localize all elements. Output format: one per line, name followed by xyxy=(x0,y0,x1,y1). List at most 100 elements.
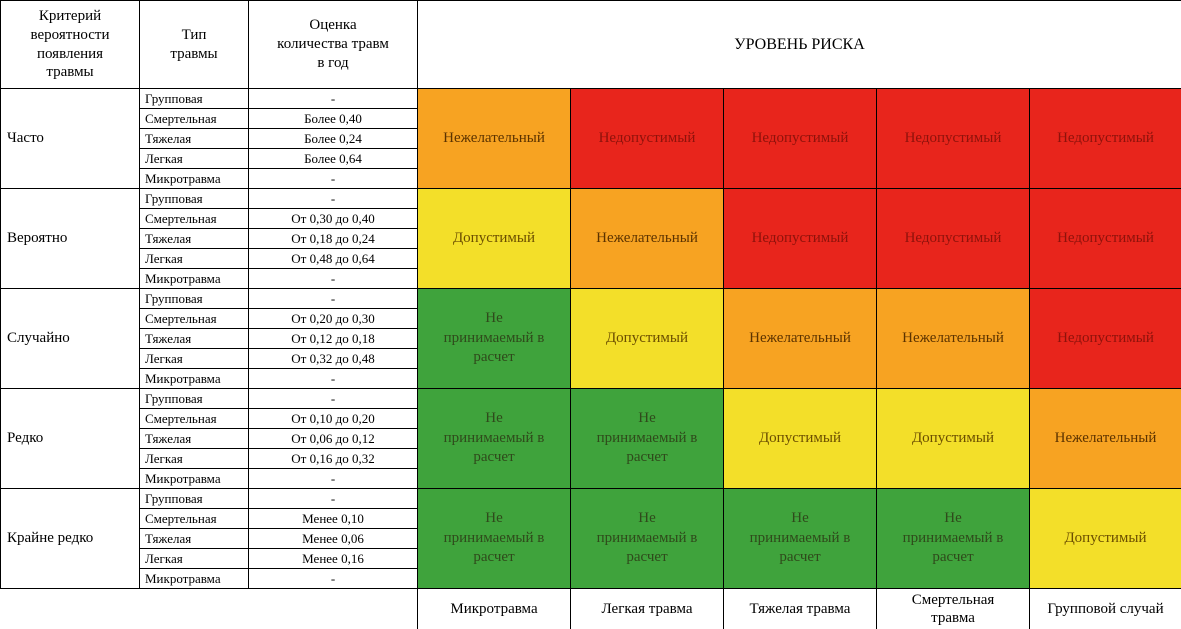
risk-cell-3-1: Не принимаемый в расчет xyxy=(417,288,571,389)
criterion-cell-2: Вероятно xyxy=(0,188,140,289)
injury-type-cell-3-4: Легкая xyxy=(139,348,249,369)
injury-row-5-3: Тяжелая Менее 0,06 xyxy=(1,528,1181,549)
header-criterion: Критерий вероятности появления травмы xyxy=(0,0,140,89)
estimate-cell-5-2: Менее 0,10 xyxy=(248,508,418,529)
injury-type-cell-2-3: Тяжелая xyxy=(139,228,249,249)
injury-row-3-5: Микротравма - xyxy=(1,368,1181,389)
estimate-cell-3-3: От 0,12 до 0,18 xyxy=(248,328,418,349)
injury-type-cell-1-2: Смертельная xyxy=(139,108,249,129)
footer-filler xyxy=(0,588,418,629)
injury-row-2-3: Тяжелая От 0,18 до 0,24 xyxy=(1,228,1181,249)
risk-cell-2-2: Нежелательный xyxy=(570,188,724,289)
estimate-cell-4-3: От 0,06 до 0,12 xyxy=(248,428,418,449)
estimate-cell-2-5: - xyxy=(248,268,418,289)
risk-cell-3-4: Нежелательный xyxy=(876,288,1030,389)
estimate-cell-2-1: - xyxy=(248,188,418,209)
injury-row-1-2: Смертельная Более 0,40 xyxy=(1,108,1181,129)
risk-cell-5-4: Не принимаемый в расчет xyxy=(876,488,1030,589)
header-injury-type: Тип травмы xyxy=(139,0,249,89)
risk-cell-5-3: Не принимаемый в расчет xyxy=(723,488,877,589)
estimate-cell-4-5: - xyxy=(248,468,418,489)
estimate-cell-1-2: Более 0,40 xyxy=(248,108,418,129)
risk-cell-3-3: Нежелательный xyxy=(723,288,877,389)
estimate-cell-3-4: От 0,32 до 0,48 xyxy=(248,348,418,369)
estimate-cell-2-2: От 0,30 до 0,40 xyxy=(248,208,418,229)
risk-cell-1-2: Недопустимый xyxy=(570,88,724,189)
estimate-cell-4-4: От 0,16 до 0,32 xyxy=(248,448,418,469)
risk-cell-4-3: Допустимый xyxy=(723,388,877,489)
injury-type-cell-1-4: Легкая xyxy=(139,148,249,169)
risk-cell-2-4: Недопустимый xyxy=(876,188,1030,289)
injury-type-cell-1-3: Тяжелая xyxy=(139,128,249,149)
injury-row-5-5: Микротравма - xyxy=(1,568,1181,589)
injury-type-cell-4-4: Легкая xyxy=(139,448,249,469)
injury-row-4-1: Редко Групповая - Не принимаемый в расчет Не… xyxy=(0,388,1181,489)
risk-cell-1-3: Недопустимый xyxy=(723,88,877,189)
injury-row-3-3: Тяжелая От 0,12 до 0,18 xyxy=(1,328,1181,349)
column-label-3: Тяжелая травма xyxy=(723,588,877,629)
injury-row-1-3: Тяжелая Более 0,24 xyxy=(1,128,1181,149)
estimate-cell-2-4: От 0,48 до 0,64 xyxy=(248,248,418,269)
risk-cell-1-5: Недопустимый xyxy=(1029,88,1181,189)
estimate-cell-5-3: Менее 0,06 xyxy=(248,528,418,549)
injury-row-5-4: Легкая Менее 0,16 xyxy=(1,548,1181,569)
risk-cell-2-1: Допустимый xyxy=(417,188,571,289)
injury-type-cell-4-1: Групповая xyxy=(139,388,249,409)
risk-cell-4-2: Не принимаемый в расчет xyxy=(570,388,724,489)
estimate-cell-1-5: - xyxy=(248,168,418,189)
injury-type-cell-3-5: Микротравма xyxy=(139,368,249,389)
injury-type-cell-3-1: Групповая xyxy=(139,288,249,309)
injury-type-cell-2-5: Микротравма xyxy=(139,268,249,289)
column-label-5: Групповой случай xyxy=(1029,588,1181,629)
estimate-cell-1-3: Более 0,24 xyxy=(248,128,418,149)
estimate-cell-3-5: - xyxy=(248,368,418,389)
injury-type-cell-5-2: Смертельная xyxy=(139,508,249,529)
injury-row-5-1: Крайне редко Групповая - Не принимаемый в р… xyxy=(0,488,1181,589)
estimate-cell-4-1: - xyxy=(248,388,418,409)
injury-row-2-2: Смертельная От 0,30 до 0,40 xyxy=(1,208,1181,229)
column-label-2: Легкая травма xyxy=(570,588,724,629)
risk-cell-1-4: Недопустимый xyxy=(876,88,1030,189)
risk-cell-5-2: Не принимаемый в расчет xyxy=(570,488,724,589)
injury-row-2-5: Микротравма - xyxy=(1,268,1181,289)
injury-row-4-5: Микротравма - xyxy=(1,468,1181,489)
column-label-1: Микротравма xyxy=(417,588,571,629)
injury-type-cell-2-2: Смертельная xyxy=(139,208,249,229)
injury-type-cell-5-1: Групповая xyxy=(139,488,249,509)
estimate-cell-3-1: - xyxy=(248,288,418,309)
risk-cell-3-2: Допустимый xyxy=(570,288,724,389)
injury-type-cell-3-2: Смертельная xyxy=(139,308,249,329)
risk-cell-3-5: Недопустимый xyxy=(1029,288,1181,389)
injury-row-3-1: Случайно Групповая - Не принимаемый в расче… xyxy=(0,288,1181,389)
estimate-cell-1-1: - xyxy=(248,88,418,109)
injury-row-3-4: Легкая От 0,32 до 0,48 xyxy=(1,348,1181,369)
injury-type-cell-5-5: Микротравма xyxy=(139,568,249,589)
injury-row-1-4: Легкая Более 0,64 xyxy=(1,148,1181,169)
criterion-cell-4: Редко xyxy=(0,388,140,489)
injury-type-cell-5-4: Легкая xyxy=(139,548,249,569)
column-label-4: Смертельная травма xyxy=(876,588,1030,629)
injury-row-4-2: Смертельная От 0,10 до 0,20 xyxy=(1,408,1181,429)
criterion-cell-3: Случайно xyxy=(0,288,140,389)
injury-type-cell-3-3: Тяжелая xyxy=(139,328,249,349)
estimate-cell-2-3: От 0,18 до 0,24 xyxy=(248,228,418,249)
risk-cell-4-5: Нежелательный xyxy=(1029,388,1181,489)
risk-cell-5-5: Допустимый xyxy=(1029,488,1181,589)
risk-cell-2-3: Недопустимый xyxy=(723,188,877,289)
risk-cell-1-1: Нежелательный xyxy=(417,88,571,189)
estimate-cell-3-2: От 0,20 до 0,30 xyxy=(248,308,418,329)
matrix-body: Часто Групповая - Нежелательный Недопустимый… xyxy=(0,88,1181,629)
estimate-cell-5-4: Менее 0,16 xyxy=(248,548,418,569)
injury-type-cell-4-3: Тяжелая xyxy=(139,428,249,449)
injury-row-1-1: Часто Групповая - Нежелательный Недопустимый… xyxy=(0,88,1181,189)
estimate-cell-5-1: - xyxy=(248,488,418,509)
risk-cell-4-1: Не принимаемый в расчет xyxy=(417,388,571,489)
risk-cell-4-4: Допустимый xyxy=(876,388,1030,489)
estimate-cell-4-2: От 0,10 до 0,20 xyxy=(248,408,418,429)
criterion-cell-1: Часто xyxy=(0,88,140,189)
injury-type-cell-2-4: Легкая xyxy=(139,248,249,269)
injury-type-cell-1-1: Групповая xyxy=(139,88,249,109)
footer-row: Микротравма Легкая травма Тяжелая травма См… xyxy=(0,588,1181,629)
